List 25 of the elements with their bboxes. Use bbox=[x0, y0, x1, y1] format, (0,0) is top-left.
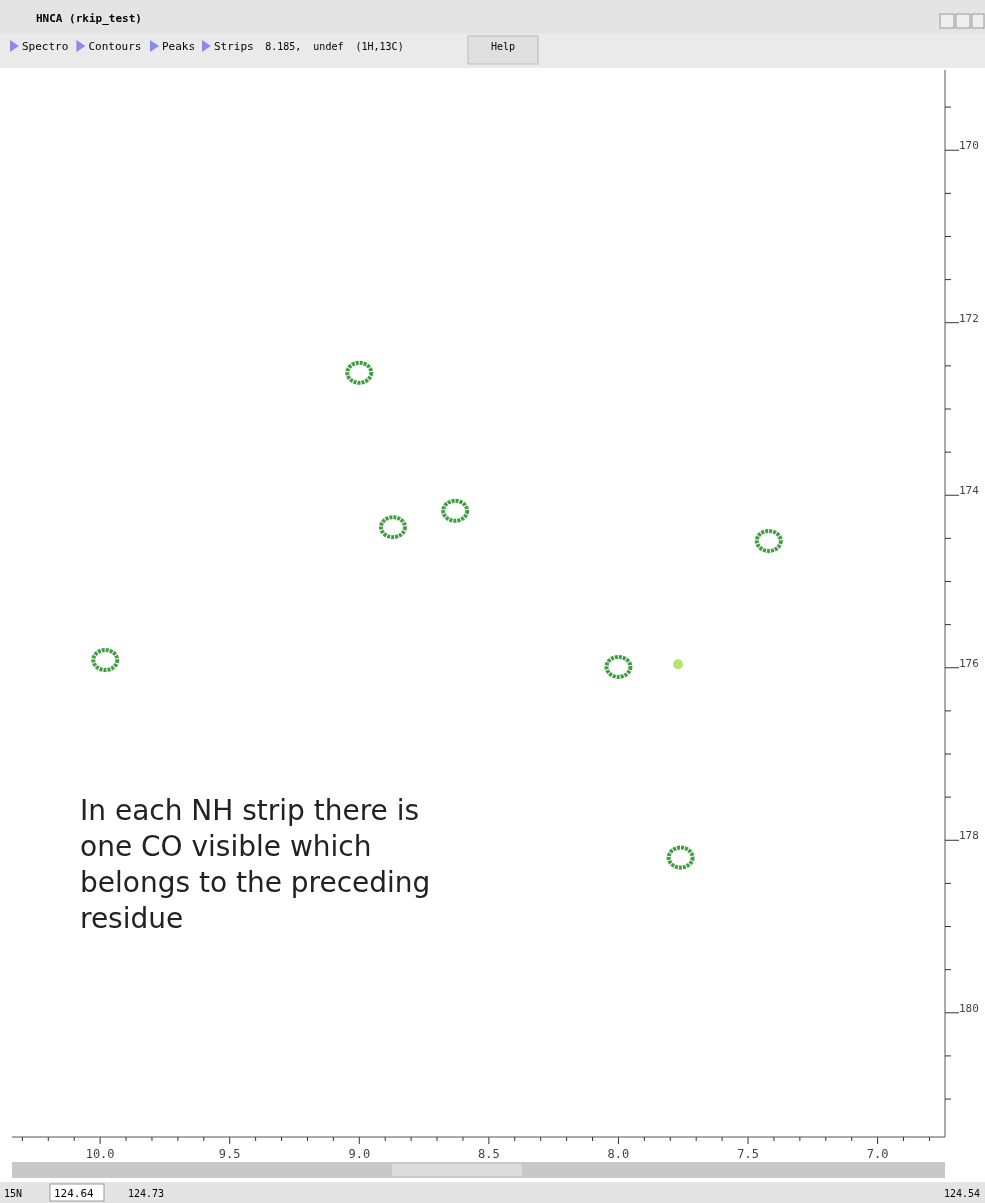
text: Peaks bbox=[162, 40, 196, 53]
y-tick-label: 170 bbox=[959, 139, 979, 153]
text: 15N bbox=[4, 1188, 23, 1199]
x-tick-label: 9.0 bbox=[348, 1147, 371, 1161]
text: 124.73 bbox=[128, 1188, 165, 1199]
y-tick-label: 180 bbox=[959, 1001, 979, 1015]
text: 124.54 bbox=[943, 1188, 980, 1199]
chart-title: HNCA (rkip_test) bbox=[36, 12, 142, 25]
text: Spectro bbox=[22, 40, 69, 53]
y-tick-label: 174 bbox=[959, 484, 980, 498]
annotation: In each NH strip there is one CO visible which belongs to the preceding residue bbox=[80, 794, 431, 935]
x-tick-label: 8.0 bbox=[607, 1147, 630, 1161]
text: 124.64 bbox=[54, 1187, 95, 1200]
text: Strips bbox=[214, 40, 254, 53]
text: Help bbox=[490, 41, 516, 52]
x-tick-label: 7.0 bbox=[866, 1147, 889, 1161]
x-tick-label: 10.0 bbox=[85, 1147, 115, 1161]
y-tick-label: 178 bbox=[959, 829, 979, 843]
text: Contours bbox=[88, 40, 142, 53]
x-tick-label: 9.5 bbox=[218, 1147, 241, 1161]
text: 8.185, undef (1H,13C) bbox=[265, 41, 404, 52]
y-tick-label: 172 bbox=[959, 311, 979, 325]
x-tick-label: 7.5 bbox=[737, 1147, 759, 1161]
x-tick-label: 8.5 bbox=[478, 1147, 500, 1161]
y-tick-label: 176 bbox=[959, 656, 979, 670]
